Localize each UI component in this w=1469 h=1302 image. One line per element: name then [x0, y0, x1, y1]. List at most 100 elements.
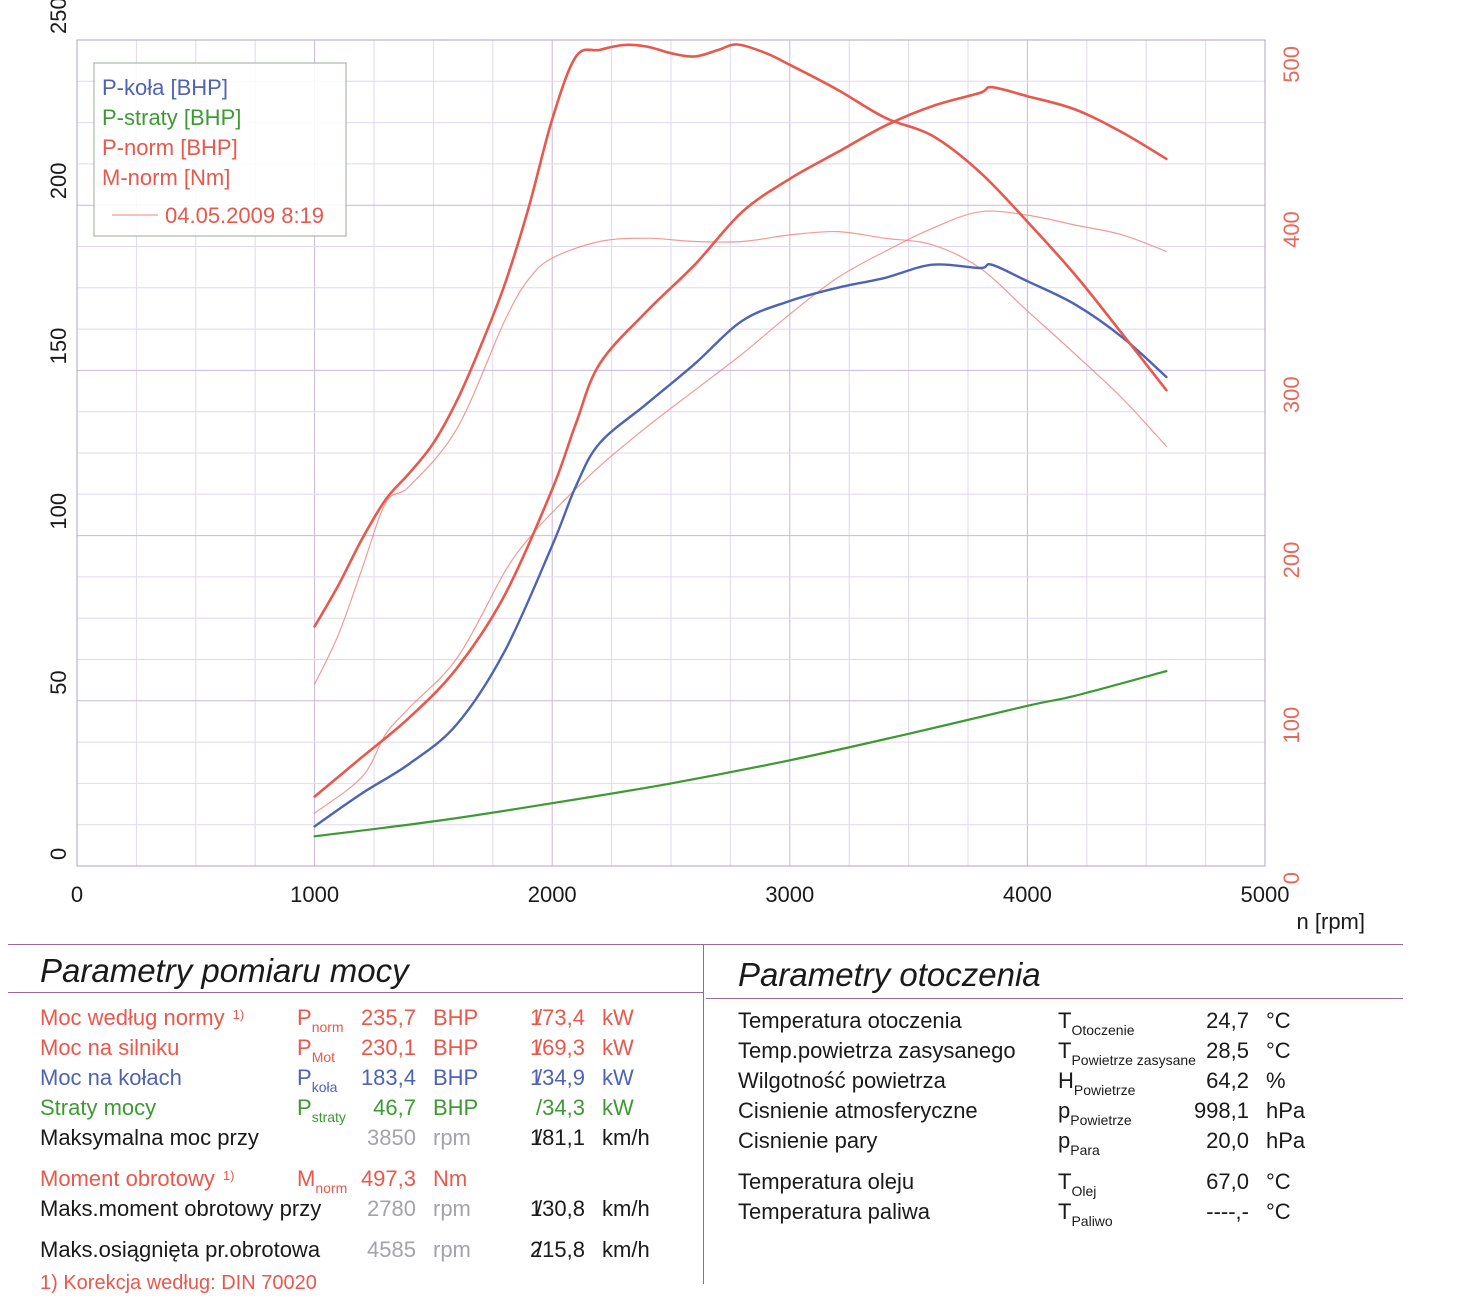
ambient-row-label: Temperatura otoczenia: [738, 1008, 962, 1033]
series-p-straty-bhp: [313, 670, 1168, 838]
power-row-value-secondary: 169,3: [529, 1035, 585, 1060]
panel-middle-divider: [703, 944, 704, 1284]
x-tick-label: 2000: [528, 882, 577, 907]
y-right-tick-label: 200: [1279, 542, 1304, 579]
power-row-unit-secondary: kW: [602, 1005, 634, 1030]
power-row-symbol-subscript: Mot: [311, 1049, 336, 1065]
power-row: Moc na kołach Pkoła 183,4 BHP /134,9 kW: [40, 1065, 700, 1095]
power-row: Moment obrotowy 1) Mnorm 497,3 Nm: [40, 1166, 700, 1196]
power-row-separator: /: [536, 1005, 543, 1030]
power-row-unit: BHP: [433, 1095, 479, 1120]
power-row-value-secondary: 34,3: [542, 1095, 585, 1120]
power-row-unit: BHP: [433, 1035, 479, 1060]
ambient-row-value: 20,0: [1206, 1128, 1249, 1153]
y-left-tick-label: 100: [46, 493, 71, 530]
footnote-marker: 1): [222, 1168, 235, 1183]
ambient-row-unit: °C: [1266, 1038, 1291, 1063]
ambient-row-symbol: TOtoczenie: [1058, 1008, 1135, 1038]
y-right-tick-label: 500: [1279, 46, 1304, 83]
chart-series: [313, 43, 1168, 838]
plot-frame: [76, 39, 1266, 867]
power-row-symbol-subscript: koła: [311, 1079, 338, 1095]
x-tick-label: 0: [71, 882, 83, 907]
legend-entry: P-norm [BHP]: [102, 135, 238, 160]
x-tick-label: 3000: [765, 882, 814, 907]
ambient-row-symbol-subscript: Paliwo: [1071, 1213, 1113, 1229]
power-row-unit-secondary: km/h: [602, 1237, 650, 1262]
x-tick-label: 5000: [1241, 882, 1290, 907]
ambient-row-label: Cisnienie atmosferyczne: [738, 1098, 978, 1123]
power-row-separator: /: [536, 1196, 543, 1221]
power-row-label: Moc na silniku: [40, 1035, 180, 1060]
y-left-tick-label: 250: [46, 0, 71, 34]
panel-title-underline-right: [706, 998, 1403, 999]
ambient-row-label: Temperatura paliwa: [738, 1199, 930, 1224]
power-row-value-secondary: 134,9: [529, 1065, 585, 1090]
power-row-unit: BHP: [433, 1065, 479, 1090]
x-axis-label: n [rpm]: [1297, 909, 1365, 934]
ambient-row-symbol: TPowietrze zasysane: [1058, 1038, 1196, 1068]
power-row-unit-secondary: kW: [602, 1065, 634, 1090]
power-row-label: Moc według normy 1): [40, 1005, 245, 1030]
power-row-unit: rpm: [433, 1196, 471, 1221]
ambient-row-symbol: pPowietrze: [1058, 1098, 1132, 1128]
power-row-symbol-subscript: straty: [311, 1109, 346, 1125]
legend-entry: P-koła [BHP]: [102, 75, 228, 100]
ambient-row-unit: °C: [1266, 1169, 1291, 1194]
footnote: 1) Korekcja według: DIN 70020: [40, 1272, 317, 1302]
y-right-tick-label: 0: [1279, 872, 1304, 884]
power-row-value: 2780: [367, 1196, 416, 1221]
ambient-row-symbol: pPara: [1058, 1128, 1100, 1158]
ambient-row-symbol-subscript: Powietrze zasysane: [1071, 1052, 1196, 1068]
power-row-value: 4585: [367, 1237, 416, 1262]
power-row-value-secondary: 215,8: [529, 1237, 585, 1262]
ambient-row-symbol-subscript: Otoczenie: [1071, 1022, 1135, 1038]
power-row-value: 46,7: [373, 1095, 416, 1120]
power-row-unit: Nm: [433, 1166, 468, 1191]
panel-top-border: [8, 944, 1403, 945]
ambient-row: Temp.powietrza zasysanego TPowietrze zasy…: [738, 1038, 1358, 1068]
power-row: Moc na silniku PMot 230,1 BHP /169,3 kW: [40, 1035, 700, 1065]
power-row: Maks.moment obrotowy przy 2780 rpm /130,8 km…: [40, 1196, 700, 1226]
power-row-unit-secondary: kW: [602, 1095, 634, 1120]
power-row-symbol: Pkoła: [297, 1065, 338, 1095]
legend-box: [93, 62, 347, 237]
series-p-ko-a-bhp: [313, 263, 1168, 828]
ambient-row-symbol-subscript: Olej: [1071, 1183, 1097, 1199]
power-row-value: 497,3: [360, 1166, 416, 1191]
power-row-value: 235,7: [360, 1005, 416, 1030]
power-row-label: Maks.osiągnięta pr.obrotowa: [40, 1237, 321, 1262]
power-row: Straty mocy Pstraty 46,7 BHP /34,3 kW: [40, 1095, 700, 1125]
ambient-row-symbol-subscript: Powietrze: [1073, 1082, 1136, 1098]
ambient-row-value: 24,7: [1206, 1008, 1249, 1033]
x-tick-label: 4000: [1003, 882, 1052, 907]
y-left-tick-label: 50: [46, 670, 71, 694]
series-p-norm-bhp: [313, 85, 1168, 798]
power-row-separator: /: [536, 1237, 543, 1262]
y-right-tick-label: 300: [1279, 376, 1304, 413]
power-row-symbol-subscript: norm: [311, 1019, 344, 1035]
series-reference-curve: [314, 210, 1167, 814]
power-panel-title: Parametry pomiaru mocy: [40, 952, 409, 989]
ambient-row: Temperatura otoczenia TOtoczenie 24,7 °C: [738, 1008, 1358, 1038]
ambient-row-label: Cisnienie pary: [738, 1128, 878, 1153]
power-row: Moc według normy 1) Pnorm 235,7 BHP /173,4 kW: [40, 1005, 700, 1035]
power-row-unit-secondary: kW: [602, 1035, 634, 1060]
ambient-row-unit: hPa: [1266, 1098, 1306, 1123]
chart-legend: P-koła [BHP] P-straty [BHP] P-norm [BHP] M-…: [93, 62, 347, 237]
ambient-row-value: 64,2: [1206, 1068, 1249, 1093]
power-row-value: 3850: [367, 1125, 416, 1150]
ambient-row-unit: %: [1266, 1068, 1286, 1093]
power-row-symbol: Pstraty: [297, 1095, 346, 1125]
power-row-value: 230,1: [360, 1035, 416, 1060]
ambient-row-symbol: HPowietrze: [1058, 1068, 1136, 1098]
y-left-tick-label: 200: [46, 162, 71, 199]
ambient-row-label: Temp.powietrza zasysanego: [738, 1038, 1016, 1063]
panel-title-underline-left: [8, 992, 703, 993]
y-right-tick-label: 400: [1279, 211, 1304, 248]
power-row-unit: rpm: [433, 1125, 471, 1150]
legend-entry: M-norm [Nm]: [102, 165, 230, 190]
power-row-separator: /: [536, 1095, 543, 1120]
power-row-symbol-subscript: norm: [315, 1180, 348, 1196]
